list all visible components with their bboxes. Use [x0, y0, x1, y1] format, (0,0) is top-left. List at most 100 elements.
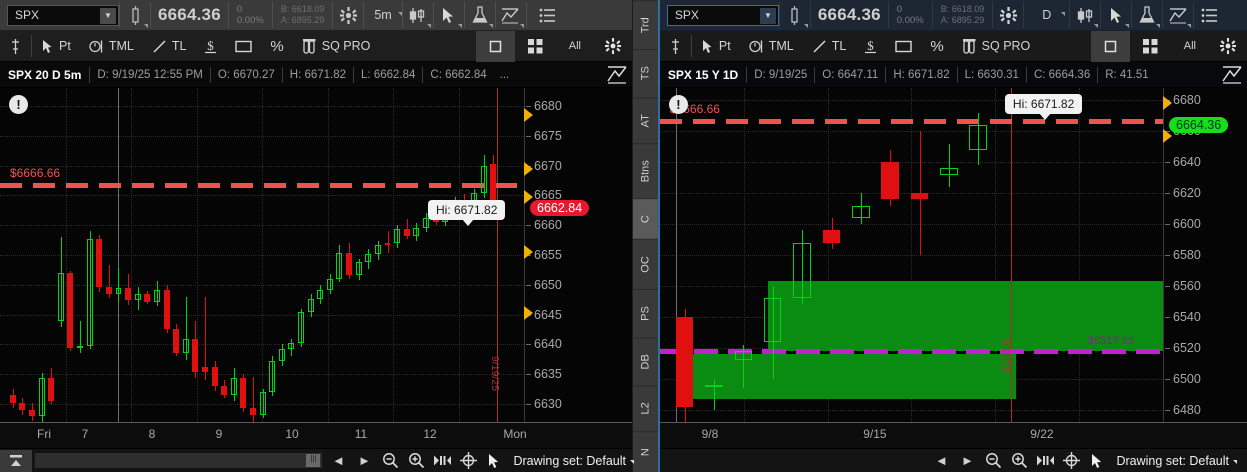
symbol-input-left[interactable]: SPX ▼: [7, 4, 119, 26]
price-level-line[interactable]: [659, 118, 1163, 124]
draw-tool-sq-pro[interactable]: SQ PRO: [293, 31, 380, 62]
list-icon[interactable]: [533, 0, 563, 31]
price-plot-right[interactable]: ! $6666.66 $6517.63 Hi: 6671.82 9/19/25: [659, 88, 1163, 422]
gear-icon[interactable]: [594, 31, 632, 62]
timeframe-selector-left[interactable]: 5m: [364, 8, 402, 22]
gear-icon[interactable]: [993, 0, 1023, 31]
sidetab-btns[interactable]: Btns: [633, 143, 658, 199]
price-alert-marker[interactable]: [524, 107, 533, 122]
prev-icon[interactable]: ◄: [332, 453, 345, 468]
pan-icon[interactable]: [429, 450, 455, 472]
indicator-icon[interactable]: [1163, 0, 1193, 31]
sidetab-ps[interactable]: PS: [633, 289, 658, 337]
draw-tool-tl[interactable]: TL: [803, 31, 856, 62]
draw-tool-dollar[interactable]: $: [855, 31, 886, 62]
draw-tool-pt[interactable]: Pt: [32, 31, 80, 62]
draw-tool-sq-pro[interactable]: SQ PRO: [953, 31, 1040, 62]
draw-tool-rectangle[interactable]: [886, 31, 921, 62]
grid-pane-icon[interactable]: [1130, 31, 1171, 62]
price-alert-marker[interactable]: [524, 161, 533, 176]
flask-icon[interactable]: [1132, 0, 1162, 31]
symbol-input-right[interactable]: SPX ▼: [666, 4, 779, 26]
gear-icon[interactable]: [333, 0, 363, 31]
sidetab-oc[interactable]: OC: [633, 239, 658, 290]
prev-icon[interactable]: ◄: [935, 453, 948, 468]
sidetab-trd[interactable]: Trd: [633, 0, 658, 50]
draw-tool-pt[interactable]: Pt: [692, 31, 740, 62]
zoom-in-icon[interactable]: [1006, 450, 1032, 472]
updown-icon[interactable]: [0, 449, 32, 472]
drawing-set-selector-left[interactable]: Drawing set: Default: [507, 454, 634, 468]
chart-line-icon[interactable]: [1221, 65, 1247, 85]
pointer-icon[interactable]: [434, 0, 464, 31]
chart-area-right[interactable]: ! $6666.66 $6517.63 Hi: 6671.82 9/19/25 …: [659, 88, 1247, 422]
zoom-out-icon[interactable]: [377, 450, 403, 472]
sidetab-db[interactable]: DB: [633, 336, 658, 386]
sidetab-at[interactable]: AT: [633, 96, 658, 144]
pin-icon[interactable]: [660, 31, 691, 62]
supply-demand-zone[interactable]: [767, 281, 1163, 351]
pin-icon[interactable]: [0, 31, 31, 62]
zoom-out-icon[interactable]: [980, 450, 1006, 472]
current-price-tag[interactable]: 6662.84: [530, 200, 590, 217]
chart-area-left[interactable]: ! $6666.66 Hi: 6671.82 9/19/25 6680 6675 6…: [0, 88, 632, 422]
draw-tool-dollar[interactable]: $: [195, 31, 226, 62]
sidetab-l2[interactable]: L2: [633, 385, 658, 431]
alert-icon[interactable]: !: [9, 95, 28, 114]
alert-icon[interactable]: !: [668, 95, 688, 114]
pointer-icon[interactable]: [481, 450, 507, 472]
pan-icon[interactable]: [1032, 450, 1058, 472]
timeframe-selector-right[interactable]: D: [1024, 8, 1069, 22]
chevron-down-icon[interactable]: ▼: [100, 7, 116, 24]
indicator-icon[interactable]: [496, 0, 526, 31]
price-alert-marker[interactable]: [524, 189, 533, 204]
draw-tool-percent[interactable]: %: [930, 37, 944, 55]
crosshair-icon[interactable]: [1058, 450, 1084, 472]
time-axis-left[interactable]: Fri 7 8 9 10 11 12 Mon: [0, 422, 632, 448]
price-plot-left[interactable]: ! $6666.66 Hi: 6671.82 9/19/25: [0, 88, 524, 422]
chevron-down-icon[interactable]: ▼: [759, 7, 776, 24]
magenta-level-line[interactable]: [659, 349, 1163, 355]
supply-demand-zone[interactable]: [675, 353, 1016, 399]
current-price-tag[interactable]: 6664.36: [1169, 116, 1229, 133]
candlestick-icon[interactable]: [403, 0, 433, 31]
sidetab-ts[interactable]: TS: [633, 49, 658, 97]
drawing-set-selector-right[interactable]: Drawing set: Default: [1110, 454, 1237, 468]
crosshair-icon[interactable]: [455, 450, 481, 472]
price-level-line[interactable]: [0, 183, 524, 189]
draw-tool-percent[interactable]: %: [270, 37, 284, 55]
infobar-overflow[interactable]: ...: [499, 68, 510, 81]
candle-icon[interactable]: [780, 0, 810, 31]
price-alert-marker[interactable]: [1163, 96, 1172, 111]
all-panes-icon[interactable]: All: [556, 31, 594, 62]
flask-icon[interactable]: [465, 0, 495, 31]
pointer-icon[interactable]: [1101, 0, 1131, 31]
zoom-in-icon[interactable]: [403, 450, 429, 472]
horizontal-scrollbar-left[interactable]: |||: [35, 453, 323, 468]
chart-line-icon[interactable]: [606, 65, 632, 85]
price-alert-marker[interactable]: [524, 306, 533, 321]
next-icon[interactable]: ►: [961, 453, 974, 468]
gear-icon[interactable]: [1209, 31, 1247, 62]
sidetab-n[interactable]: N: [633, 430, 658, 472]
all-panes-icon[interactable]: All: [1171, 31, 1209, 62]
draw-tool-tml[interactable]: TML: [80, 31, 143, 62]
pointer-icon[interactable]: [1084, 450, 1110, 472]
price-alert-marker[interactable]: [524, 245, 533, 260]
grid-pane-icon[interactable]: [515, 31, 556, 62]
list-icon[interactable]: [1194, 0, 1224, 31]
sidetab-c[interactable]: C: [633, 198, 658, 240]
draw-tool-tml[interactable]: TML: [740, 31, 803, 62]
single-pane-icon[interactable]: [1090, 30, 1130, 62]
next-icon[interactable]: ►: [358, 453, 371, 468]
draw-tool-tl[interactable]: TL: [143, 31, 196, 62]
grip-icon[interactable]: |||: [306, 454, 321, 467]
price-alert-marker[interactable]: [1163, 128, 1172, 143]
price-axis-left[interactable]: 6680 6675 6670 6665 6660 6655 6650 6645 6640 6635…: [524, 88, 632, 422]
price-axis-right[interactable]: 6680666066406620660065806560654065206500…: [1163, 88, 1247, 422]
draw-tool-rectangle[interactable]: [226, 31, 261, 62]
candlestick-icon[interactable]: [1070, 0, 1100, 31]
time-axis-right[interactable]: 9/8 9/15 9/22: [659, 422, 1247, 448]
single-pane-icon[interactable]: [475, 30, 515, 62]
candle-icon[interactable]: [120, 0, 150, 31]
